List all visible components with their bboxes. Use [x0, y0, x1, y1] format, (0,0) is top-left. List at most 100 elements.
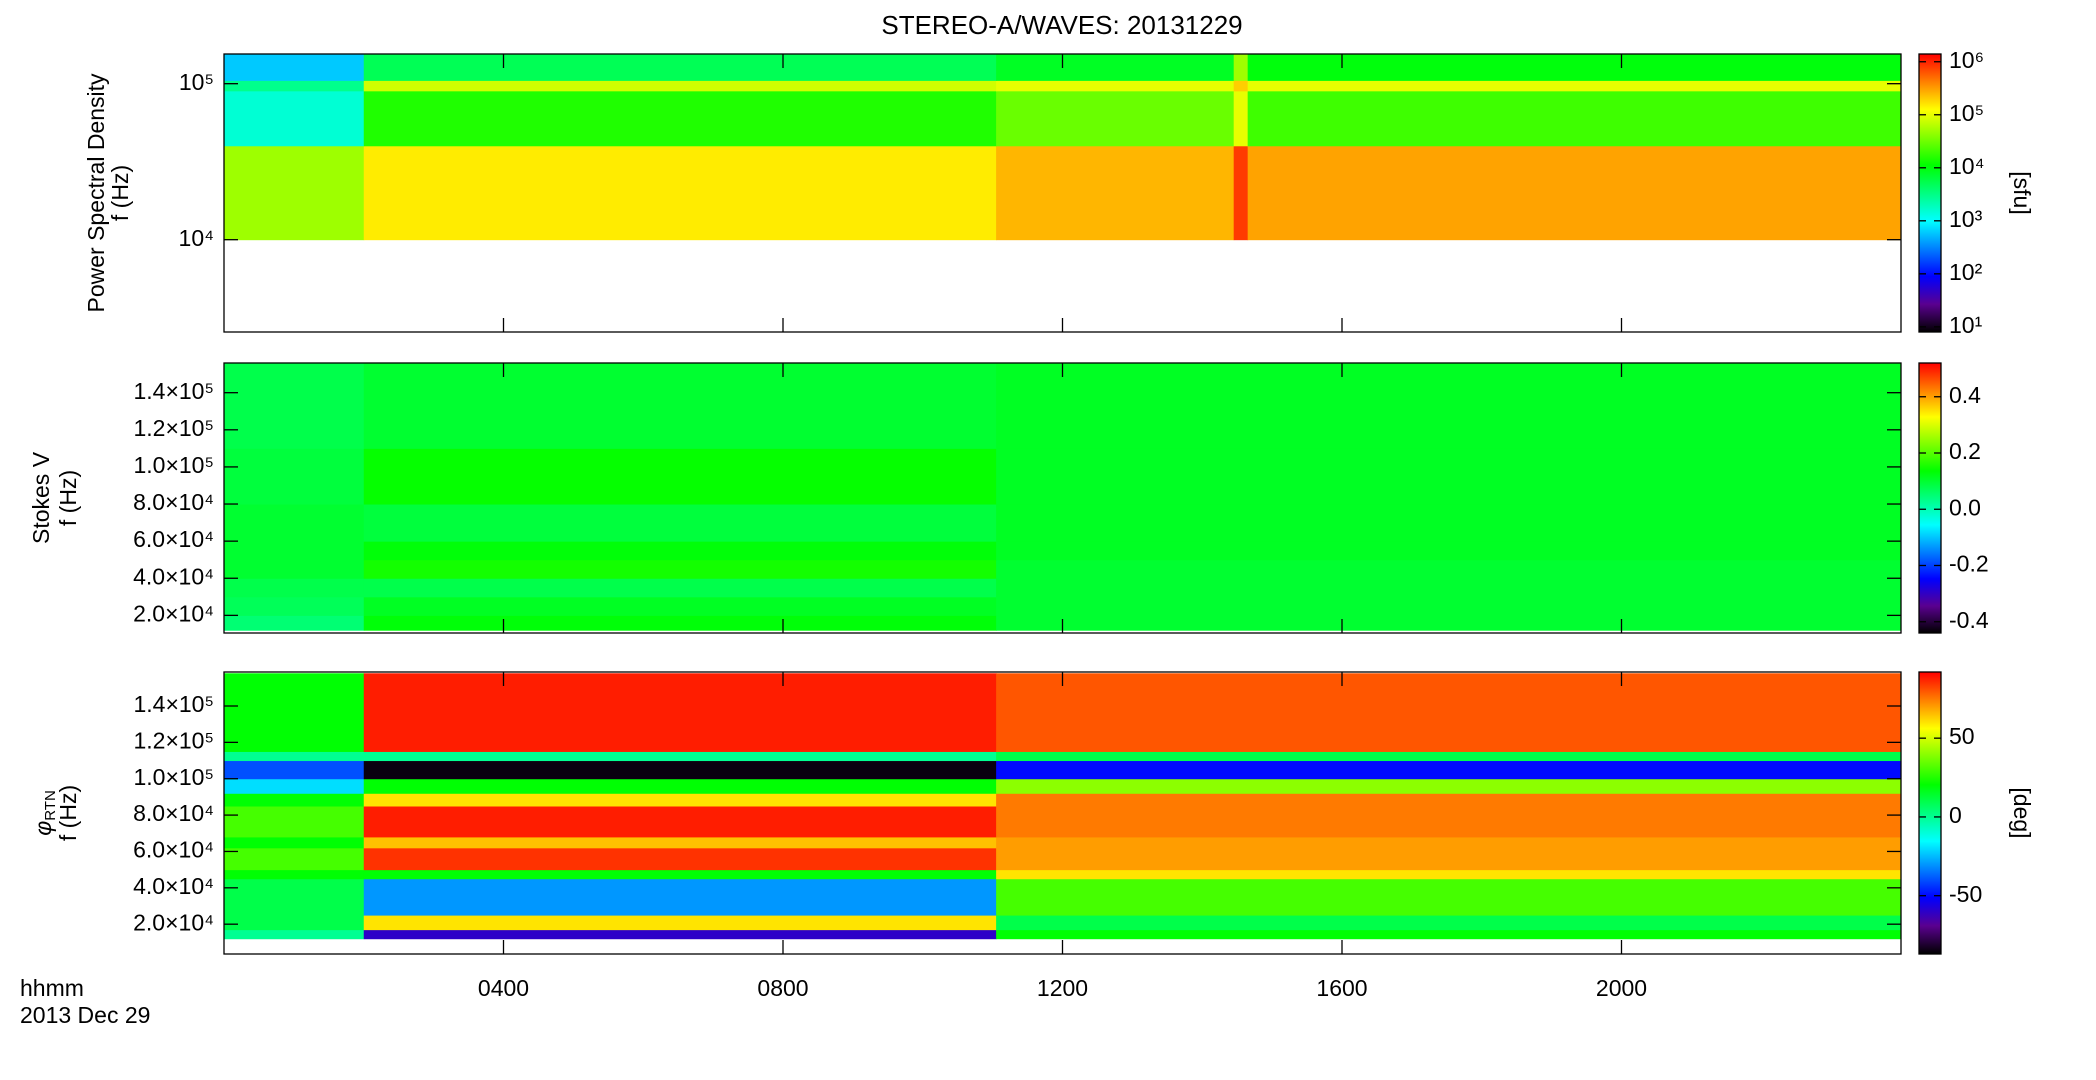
heatmap-cell [996, 836, 1902, 849]
heatmap-cell [1233, 54, 1249, 81]
heatmap-cell [996, 878, 1902, 916]
y-tick-label: 10⁵ [179, 69, 214, 95]
heatmap-cell [363, 929, 997, 940]
heatmap-cell [224, 615, 365, 631]
colorbar-tick-label: 10⁵ [1949, 100, 1984, 126]
heatmap-cell [224, 448, 365, 505]
heatmap-cell [996, 778, 1902, 794]
x-tick-label: 0800 [757, 975, 808, 1001]
y-tick-label: 4.0×10⁴ [133, 873, 214, 899]
y-tick-label: 2.0×10⁴ [133, 600, 214, 626]
heatmap-cell [363, 559, 997, 579]
heatmap-cell [996, 54, 1235, 81]
y-axis-label: φRTN [30, 790, 59, 836]
heatmap-cell [224, 836, 365, 849]
heatmap-cell [224, 596, 365, 616]
heatmap-cell [996, 673, 1902, 752]
heatmap-cell [363, 806, 997, 838]
heatmap-cell [996, 145, 1235, 241]
heatmap-cell [1247, 80, 1902, 92]
x-tick-label: 0400 [478, 975, 529, 1001]
heatmap-cell [363, 673, 997, 752]
heatmap-cell [224, 760, 365, 780]
y-tick-label: 8.0×10⁴ [133, 489, 214, 515]
colorbar-label: [sfu] [2009, 171, 2035, 214]
heatmap-cell [224, 878, 365, 916]
colorbar-tick-label: 0.4 [1949, 382, 1981, 408]
colorbar-tick-label: -0.4 [1949, 607, 1989, 633]
y-axis-label-subscript: RTN [42, 790, 59, 821]
heatmap-cell [224, 847, 365, 871]
heatmap-cell [363, 596, 997, 616]
x-tick-label: 2000 [1596, 975, 1647, 1001]
heatmap-cell [363, 869, 997, 880]
colorbar-tick-label: -0.2 [1949, 551, 1989, 577]
colorbar-tick-label: 10² [1949, 259, 1983, 285]
heatmap-cell [1247, 145, 1902, 241]
heatmap-cell [224, 54, 365, 81]
heatmap-cell [363, 145, 997, 241]
y-tick-label: 8.0×10⁴ [133, 800, 214, 826]
x-axis-label: hhmm [20, 975, 84, 1001]
colorbar-label: [deg] [2009, 787, 2035, 838]
y-tick-label: 1.4×10⁵ [133, 378, 214, 404]
heatmap-cell [1233, 145, 1249, 241]
heatmap-cell [224, 751, 365, 762]
heatmap-cell [996, 448, 1902, 505]
heatmap-cell [996, 90, 1235, 147]
heatmap-cell [1247, 90, 1902, 147]
heatmap-cell [224, 929, 365, 940]
heatmap-cell [363, 847, 997, 871]
heatmap-cell [996, 760, 1902, 780]
colorbar [1918, 671, 1942, 955]
heatmap-cell [363, 541, 997, 561]
y-tick-label: 6.0×10⁴ [133, 837, 214, 863]
heatmap-cell [996, 80, 1235, 92]
heatmap-cell [996, 751, 1902, 762]
heatmap-cell [363, 751, 997, 762]
heatmap-cell [996, 363, 1902, 449]
heatmap-cell [996, 578, 1902, 598]
colorbar-tick-label: -50 [1949, 881, 1982, 907]
heatmap-cell [996, 615, 1902, 631]
heatmap-cell [363, 915, 997, 931]
y-tick-label: 1.4×10⁵ [133, 691, 214, 717]
heatmap-cell [363, 778, 997, 794]
x-axis-label: 2013 Dec 29 [20, 1002, 150, 1028]
y-tick-label: 4.0×10⁴ [133, 563, 214, 589]
heatmap-cell [224, 559, 365, 579]
heatmap-cell [1233, 80, 1249, 92]
colorbar-tick-label: 50 [1949, 723, 1975, 749]
heatmap-cell [224, 915, 365, 931]
heatmap-cell [363, 760, 997, 780]
colorbar-tick-label: 10¹ [1949, 312, 1983, 338]
colorbar [1918, 362, 1942, 634]
heatmap-cell [363, 363, 997, 449]
heatmap-cell [1233, 90, 1249, 147]
heatmap-cell [996, 596, 1902, 616]
heatmap-cell [224, 673, 365, 752]
colorbar-tick-label: 0 [1949, 802, 1962, 828]
heatmap-cell [363, 504, 997, 542]
heatmap-cell [996, 559, 1902, 579]
y-axis-label: f (Hz) [55, 470, 81, 526]
heatmap-cell [224, 363, 365, 449]
x-tick-label: 1600 [1316, 975, 1367, 1001]
colorbar [1918, 53, 1942, 333]
y-tick-label: 10⁴ [179, 225, 214, 251]
chart-title: STEREO-A/WAVES: 20131229 [881, 10, 1242, 40]
y-axis-label: Power Spectral Density [83, 73, 109, 313]
y-tick-label: 1.0×10⁵ [133, 764, 214, 790]
heatmap-cell [224, 806, 365, 838]
heatmap-cell [224, 145, 365, 241]
heatmap-cell [363, 578, 997, 598]
colorbar-tick-label: 0.2 [1949, 438, 1981, 464]
heatmap-cell [224, 578, 365, 598]
heatmap-cell [996, 847, 1902, 871]
heatmap-cell [224, 778, 365, 794]
y-tick-label: 1.2×10⁵ [133, 415, 214, 441]
colorbar-tick-label: 10⁶ [1949, 47, 1984, 73]
heatmap-cell [363, 90, 997, 147]
heatmap-cell [363, 54, 997, 81]
heatmap-cell [224, 541, 365, 561]
